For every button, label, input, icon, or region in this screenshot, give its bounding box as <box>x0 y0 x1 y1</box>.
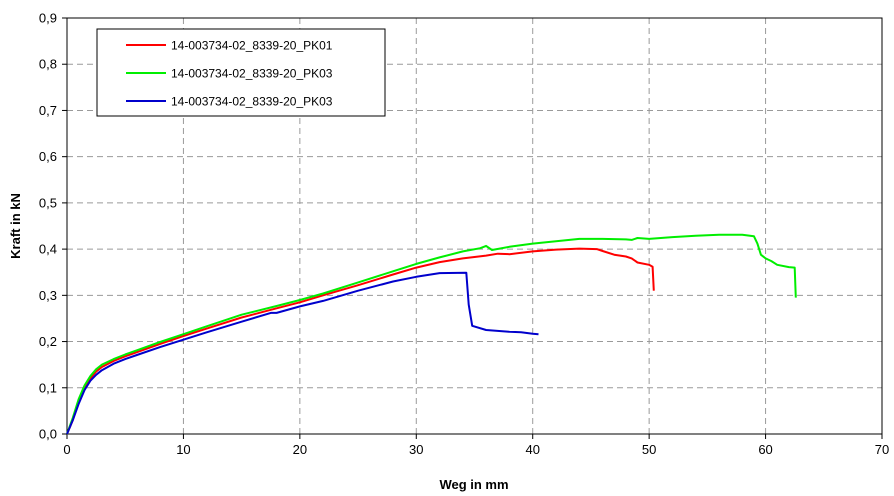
x-tick-label: 70 <box>875 442 889 457</box>
series-line-2 <box>66 233 797 435</box>
series-line-3 <box>66 271 539 435</box>
legend: 14-003734-02_8339-20_PK01 14-003734-02_83… <box>96 28 386 117</box>
y-tick-label: 0,5 <box>39 195 57 210</box>
y-tick-label: 0,8 <box>39 57 57 72</box>
x-tick-label: 30 <box>409 442 423 457</box>
y-tick-label: 0,7 <box>39 103 57 118</box>
x-tick-label: 0 <box>63 442 70 457</box>
y-axis: 0,0 0,1 0,2 0,3 0,4 0,5 0,6 0,7 0,8 0,9 <box>39 11 67 442</box>
legend-label-1: 14-003734-02_8339-20_PK01 <box>171 39 333 53</box>
series-lines <box>66 233 797 435</box>
x-tick-label: 50 <box>642 442 656 457</box>
y-tick-label: 0,1 <box>39 380 57 395</box>
legend-label-2: 14-003734-02_8339-20_PK03 <box>171 67 333 81</box>
y-axis-title: Kraft in kN <box>8 193 23 259</box>
x-tick-label: 60 <box>758 442 772 457</box>
x-axis: 0 10 20 30 40 50 60 70 <box>63 434 889 457</box>
x-tick-label: 20 <box>293 442 307 457</box>
legend-label-3: 14-003734-02_8339-20_PK03 <box>171 95 333 109</box>
x-tick-label: 10 <box>176 442 190 457</box>
y-tick-label: 0,4 <box>39 242 57 257</box>
y-tick-label: 0,9 <box>39 11 57 26</box>
series-line-1 <box>66 247 655 435</box>
y-tick-label: 0,6 <box>39 149 57 164</box>
x-tick-label: 40 <box>525 442 539 457</box>
x-axis-title: Weg in mm <box>439 477 508 492</box>
y-tick-label: 0,3 <box>39 288 57 303</box>
y-tick-label: 0,0 <box>39 427 57 442</box>
y-tick-label: 0,2 <box>39 334 57 349</box>
plot-area-border <box>66 17 883 435</box>
